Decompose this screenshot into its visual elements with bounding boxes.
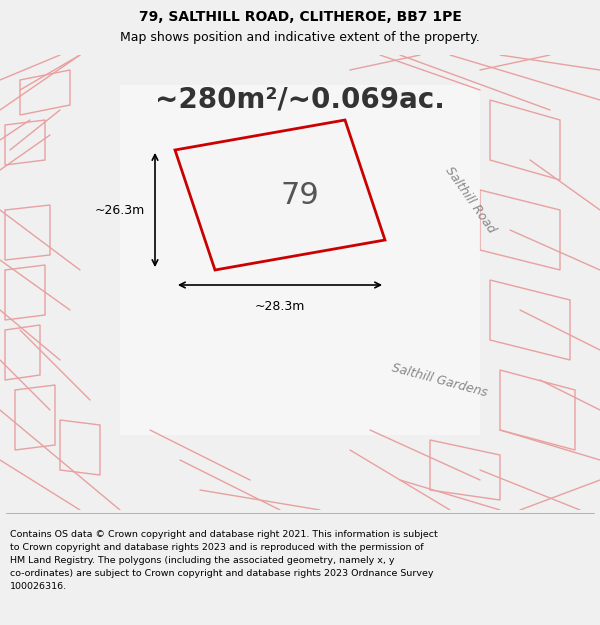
- Polygon shape: [175, 120, 385, 270]
- Text: to Crown copyright and database rights 2023 and is reproduced with the permissio: to Crown copyright and database rights 2…: [10, 543, 424, 552]
- Text: co-ordinates) are subject to Crown copyright and database rights 2023 Ordnance S: co-ordinates) are subject to Crown copyr…: [10, 569, 433, 578]
- Bar: [120, 85, 480, 435]
- Text: Salthill Gardens: Salthill Gardens: [391, 361, 490, 399]
- Text: ~28.3m: ~28.3m: [255, 300, 305, 313]
- Text: 79: 79: [281, 181, 319, 209]
- Text: Contains OS data © Crown copyright and database right 2021. This information is : Contains OS data © Crown copyright and d…: [10, 530, 438, 539]
- Text: 100026316.: 100026316.: [10, 582, 67, 591]
- Text: ~26.3m: ~26.3m: [95, 204, 145, 216]
- Text: HM Land Registry. The polygons (including the associated geometry, namely x, y: HM Land Registry. The polygons (includin…: [10, 556, 395, 565]
- Text: ~280m²/~0.069ac.: ~280m²/~0.069ac.: [155, 86, 445, 114]
- Text: Map shows position and indicative extent of the property.: Map shows position and indicative extent…: [120, 31, 480, 44]
- Text: 79, SALTHILL ROAD, CLITHEROE, BB7 1PE: 79, SALTHILL ROAD, CLITHEROE, BB7 1PE: [139, 10, 461, 24]
- Text: Salthill Road: Salthill Road: [442, 164, 497, 236]
